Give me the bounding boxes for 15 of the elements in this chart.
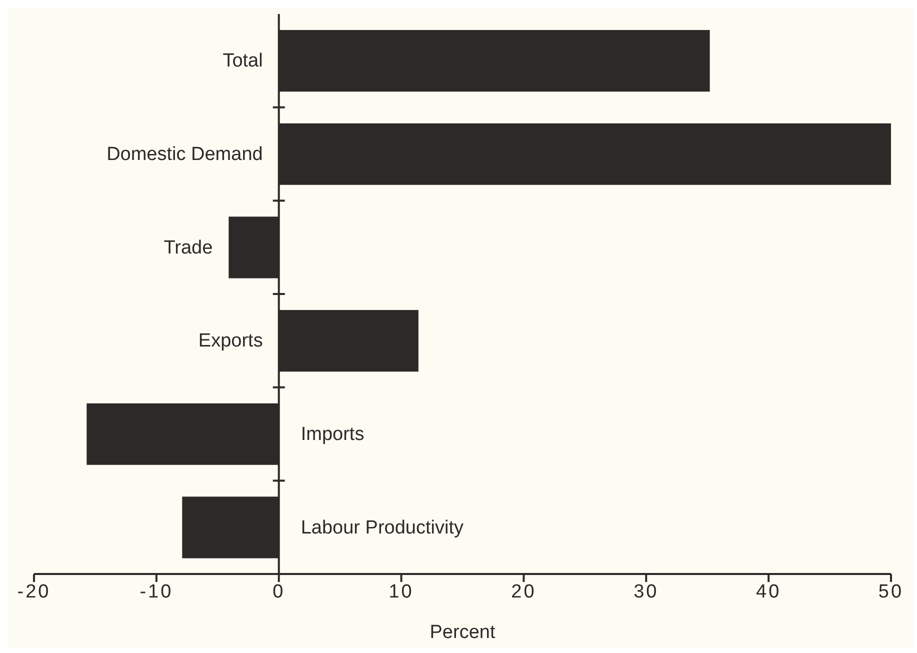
x-tick-label: -10 [140,581,174,602]
y-tick-label: Domestic Demand [106,144,263,165]
y-tick-label: Labour Productivity [300,517,464,538]
x-tick-label: 30 [634,581,659,602]
x-tick-label: 0 [272,581,286,602]
x-tick-label: -20 [17,581,51,602]
x-axis-title: Percent [430,622,496,643]
y-tick-label: Exports [198,330,263,352]
y-tick-label: Imports [300,424,364,445]
x-tick-label: 40 [756,581,782,602]
x-tick-label: 50 [878,581,904,602]
y-tick-label: Total [222,50,263,72]
x-tick-label: 20 [511,581,536,602]
x-tick-label: 10 [388,581,414,602]
y-tick-label: Trade [164,237,213,258]
